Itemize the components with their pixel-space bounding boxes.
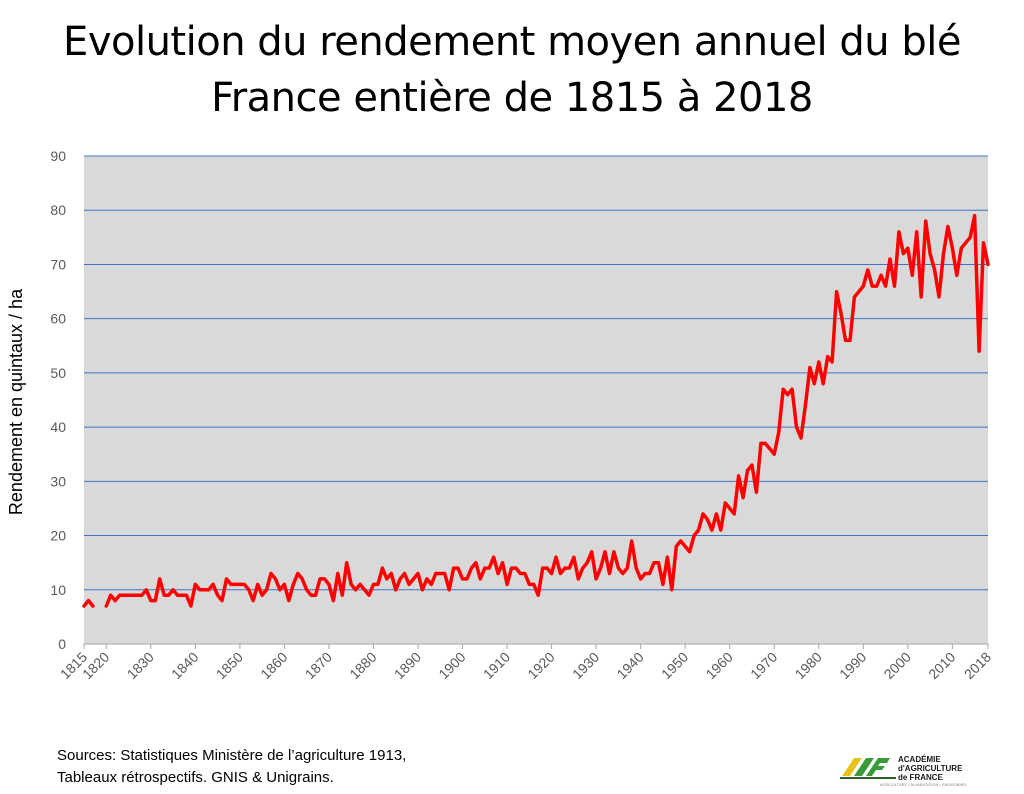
y-tick-label: 20	[50, 528, 66, 544]
x-tick-label: 2010	[925, 649, 958, 682]
x-tick-label: 1910	[480, 649, 513, 682]
plot-area	[84, 156, 988, 644]
gridlines	[84, 155, 988, 645]
x-tick-label: 1970	[747, 649, 780, 682]
sources-line-2: Tableaux rétrospectifs. GNIS & Unigrains…	[57, 769, 334, 786]
x-tick-label: 1870	[302, 649, 335, 682]
academie-logo-mark-icon	[840, 758, 896, 779]
x-tick-label: 1840	[168, 649, 201, 682]
x-tick-label: 1880	[346, 649, 379, 682]
chart-title: Evolution du rendement moyen annuel du b…	[0, 14, 1024, 126]
y-tick-label: 80	[50, 202, 66, 218]
x-tick-label: 1850	[213, 649, 246, 682]
sources-line-1: Sources: Statistiques Ministère de l’agr…	[57, 747, 407, 764]
x-tick-label: 2018	[961, 649, 994, 682]
academie-logo-tagline: AGRICULTURE • ALIMENTATION • ENVIRONNEME…	[880, 783, 966, 787]
x-tick-label: 1930	[569, 649, 602, 682]
y-tick-label: 0	[58, 636, 66, 652]
y-tick-label: 60	[50, 311, 66, 327]
x-tick-label: 1960	[702, 649, 735, 682]
x-tick-label: 2000	[881, 649, 914, 682]
x-tick-label: 1920	[524, 649, 557, 682]
y-tick-label: 30	[50, 473, 66, 489]
y-tick-label: 10	[50, 582, 66, 598]
series-line-segment	[82, 598, 95, 608]
chart-title-line-1: Evolution du rendement moyen annuel du b…	[63, 19, 961, 65]
sources-note: Sources: Statistiques Ministère de l’agr…	[57, 745, 406, 789]
x-tick-label: 1950	[658, 649, 691, 682]
y-tick-label: 50	[50, 365, 66, 381]
y-tick-label: 90	[50, 148, 66, 164]
y-axis-ticks: 0 10 20 30 40 50 60 70 80 90	[50, 148, 66, 652]
x-tick-label: 1940	[613, 649, 646, 682]
y-tick-label: 40	[50, 419, 66, 435]
x-tick-label: 1990	[836, 649, 869, 682]
chart-title-line-2: France entière de 1815 à 2018	[211, 75, 813, 121]
y-tick-label: 70	[50, 256, 66, 272]
x-tick-label: 1890	[391, 649, 424, 682]
y-axis-label: Rendement en quintaux / ha	[6, 288, 26, 515]
series-layer	[82, 213, 990, 608]
series-line-segment	[104, 213, 990, 608]
x-tick-label: 1980	[792, 649, 825, 682]
x-tick-label: 1900	[435, 649, 468, 682]
academie-agriculture-logo: ACADÉMIE d'AGRICULTURE de FRANCE AGRICUL…	[840, 752, 968, 790]
x-tick-label: 1820	[79, 649, 112, 682]
x-tick-label: 1830	[124, 649, 157, 682]
x-tick-label: 1860	[257, 649, 290, 682]
academie-logo-text: ACADÉMIE d'AGRICULTURE de FRANCE	[898, 755, 963, 782]
